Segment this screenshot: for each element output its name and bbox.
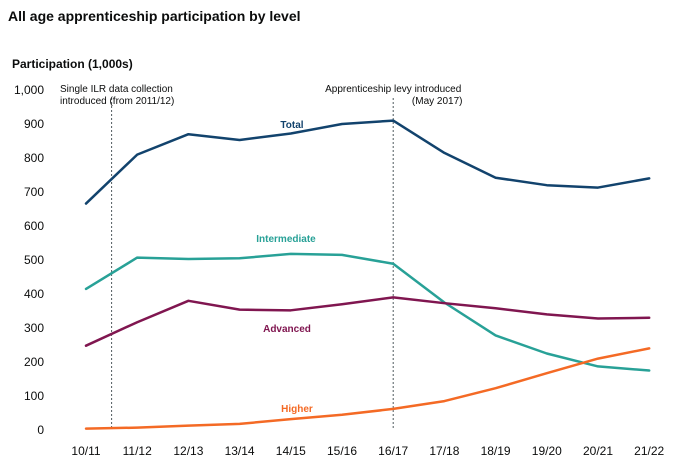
x-tick-label: 10/11 xyxy=(71,444,100,458)
x-tick-label: 12/13 xyxy=(173,444,203,458)
y-tick-label: 400 xyxy=(24,287,44,301)
y-tick-label: 1,000 xyxy=(14,83,44,97)
y-tick-label: 500 xyxy=(24,253,44,267)
x-tick-label: 14/15 xyxy=(276,444,306,458)
x-tick-label: 20/21 xyxy=(583,444,613,458)
y-tick-label: 700 xyxy=(24,185,44,199)
series-line-higher xyxy=(84,347,651,430)
series-line-intermediate xyxy=(84,252,651,372)
y-tick-label: 100 xyxy=(24,389,44,403)
x-tick-label: 11/12 xyxy=(123,444,152,458)
y-tick-label: 800 xyxy=(24,151,44,165)
series-line-total xyxy=(84,119,651,205)
series-label-higher: Higher xyxy=(281,404,313,415)
x-tick-label: 13/14 xyxy=(225,444,255,458)
y-tick-label: 200 xyxy=(24,355,44,369)
x-tick-label: 15/16 xyxy=(327,444,357,458)
series-label-advanced: Advanced xyxy=(263,324,311,335)
series-label-intermediate: Intermediate xyxy=(256,234,316,245)
y-axis-label: Participation (1,000s) xyxy=(12,57,133,71)
x-tick-label: 21/22 xyxy=(634,444,664,458)
y-tick-label: 0 xyxy=(37,423,44,437)
annotation-text: Single ILR data collection xyxy=(60,84,173,95)
x-tick-label: 19/20 xyxy=(532,444,562,458)
x-tick-label: 18/19 xyxy=(481,444,511,458)
series-line-advanced xyxy=(84,296,651,347)
annotation-text: Apprenticeship levy introduced xyxy=(325,84,461,95)
y-tick-label: 600 xyxy=(24,219,44,233)
y-tick-label: 900 xyxy=(24,117,44,131)
x-tick-label: 16/17 xyxy=(378,444,408,458)
series-label-total: Total xyxy=(280,120,303,131)
x-tick-label: 17/18 xyxy=(429,444,459,458)
annotation-text: (May 2017) xyxy=(412,96,463,107)
chart-title: All age apprenticeship participation by … xyxy=(8,8,301,24)
y-tick-label: 300 xyxy=(24,321,44,335)
annotation-text: introduced (from 2011/12) xyxy=(60,96,174,107)
